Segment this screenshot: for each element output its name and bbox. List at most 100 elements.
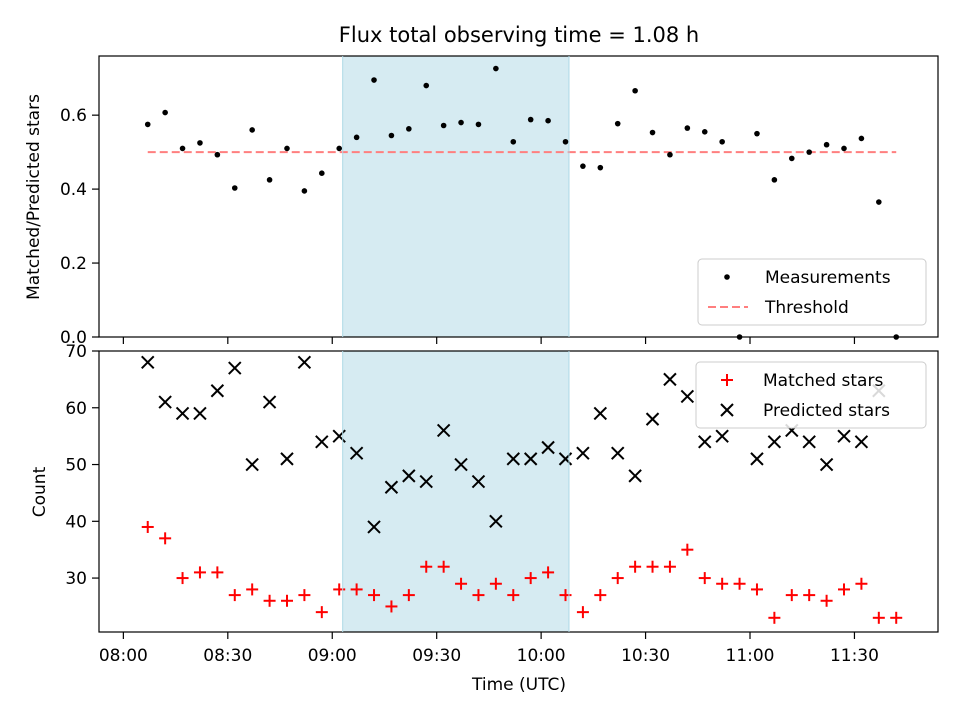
legend-box (695, 361, 927, 429)
predicted-star-point (245, 457, 259, 472)
measurement-point (510, 138, 517, 145)
predicted-star-point (663, 372, 677, 387)
ratio-panel: Flux total observing time = 1.08 h 0.0 0.… (24, 23, 939, 348)
legend-label-predicted: Predicted stars (763, 401, 890, 421)
matched-star-point (768, 611, 781, 624)
predicted-star-point (141, 355, 155, 370)
ratio-y-axis-label: Matched/Predicted stars (24, 94, 44, 300)
measurement-point (597, 164, 604, 171)
predicted-star-point (523, 452, 538, 466)
measurement-point (249, 127, 255, 133)
matched-star-point (489, 577, 502, 590)
count-x-axis-label: Time (UTC) (471, 675, 566, 695)
measurement-point (754, 130, 760, 137)
predicted-star-point (715, 429, 729, 443)
predicted-star-point (576, 446, 590, 460)
measurement-point (632, 87, 638, 94)
x-tick-label: 08:00 (99, 646, 148, 666)
matched-star-point (663, 560, 676, 573)
matched-star-point (820, 594, 833, 607)
matched-star-point (315, 606, 328, 619)
measurement-point (197, 140, 203, 146)
matched-star-point (228, 589, 241, 602)
matched-star-point (629, 560, 642, 573)
matched-star-point (838, 583, 851, 596)
y-tick-label: 70 (65, 342, 87, 362)
measurement-point (719, 138, 725, 145)
measurement-point (858, 135, 865, 142)
matched-star-point (576, 606, 589, 619)
measurement-point (301, 188, 308, 194)
legend-marker-matched (721, 374, 733, 386)
predicted-star-point (436, 423, 451, 438)
predicted-star-point (332, 429, 346, 443)
measurement-point (649, 129, 656, 136)
y-tick-label: 0.0 (60, 328, 87, 348)
predicted-star-point (593, 406, 608, 421)
count-highlight-span (342, 351, 569, 632)
measurement-point (371, 77, 377, 83)
measurement-point (788, 155, 795, 162)
matched-star-point (524, 572, 537, 585)
matched-star-point (333, 583, 346, 596)
matched-star-point (872, 611, 885, 624)
x-tick-label: 09:00 (308, 646, 357, 666)
matched-star-point (785, 589, 798, 602)
measurement-point (319, 170, 325, 177)
measurement-point (545, 117, 551, 124)
predicted-star-point (698, 435, 712, 449)
measurement-point (423, 82, 430, 89)
predicted-star-point (402, 469, 416, 483)
predicted-star-point (854, 435, 869, 449)
matched-star-point (246, 583, 259, 596)
matched-star-point (803, 589, 816, 602)
measurement-point (876, 199, 882, 205)
legend-marker-measurements (724, 274, 730, 280)
ratio-x-ticks (122, 337, 856, 344)
measurement-point (266, 177, 273, 183)
predicted-star-point (193, 406, 207, 421)
matched-star-point (716, 577, 729, 590)
ratio-plot-frame (98, 55, 939, 338)
measurement-point (527, 116, 534, 123)
legend-marker-predicted (720, 403, 734, 417)
matched-star-point (698, 572, 711, 585)
chart-title: Flux total observing time = 1.08 h (339, 23, 699, 47)
matched-star-point (542, 566, 555, 579)
measurement-point (841, 145, 847, 152)
measurement-point (493, 65, 499, 72)
predicted-star-point (349, 446, 364, 460)
matched-star-point (368, 589, 381, 602)
predicted-star-point (750, 452, 764, 466)
y-tick-label: 0.2 (60, 254, 87, 274)
measurement-point (475, 121, 482, 128)
y-tick-label: 60 (65, 399, 87, 419)
measurement-point (614, 120, 621, 127)
predicted-star-point (158, 395, 172, 409)
matched-star-point (141, 520, 154, 533)
measurement-point (214, 151, 221, 158)
matched-star-point (681, 543, 694, 556)
y-tick-label: 40 (65, 512, 87, 532)
predicted-star-point (767, 435, 782, 449)
predicted-star-point (384, 480, 399, 494)
x-tick-label: 11:30 (830, 646, 879, 666)
measurement-point (806, 149, 812, 155)
measurement-point (823, 141, 830, 148)
measurement-point (162, 109, 168, 116)
matched-star-point (280, 594, 293, 607)
ratio-highlight-span (342, 56, 569, 337)
matched-star-point (159, 532, 172, 545)
matched-star-point (750, 583, 763, 596)
matched-star-point (420, 560, 433, 573)
y-tick-label: 0.6 (60, 106, 87, 126)
predicted-star-point (471, 474, 486, 489)
count-y-axis: 30 40 50 60 70 (65, 342, 99, 589)
predicted-star-point (680, 389, 695, 404)
matched-star-point (890, 611, 903, 624)
matched-star-point (455, 577, 468, 590)
predicted-star-point (280, 452, 294, 466)
matched-star-point (211, 566, 224, 579)
measurement-point (580, 163, 586, 169)
